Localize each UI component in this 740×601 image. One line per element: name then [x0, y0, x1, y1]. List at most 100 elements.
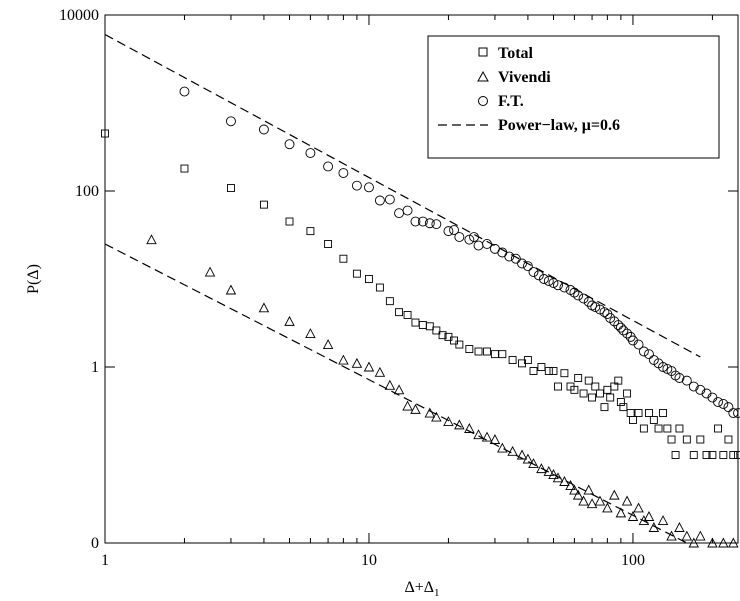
data-point-square	[588, 393, 597, 402]
x-tick-label: 100	[621, 552, 645, 569]
data-point-triangle	[565, 480, 576, 490]
data-point-triangle	[666, 530, 677, 541]
data-point-circle	[482, 239, 492, 249]
data-point-square	[714, 424, 722, 433]
data-point-triangle	[528, 458, 539, 468]
data-point-triangle	[594, 495, 606, 506]
data-point-triangle	[146, 234, 157, 245]
data-point-square	[626, 409, 635, 417]
data-point-square	[465, 345, 474, 353]
data-point-square	[654, 424, 663, 433]
data-point-circle	[644, 349, 654, 360]
data-point-square	[667, 435, 676, 444]
data-point-triangle	[225, 284, 237, 295]
data-point-square	[411, 318, 420, 327]
data-point-circle	[522, 261, 533, 272]
data-point-circle	[384, 194, 395, 205]
data-point-square	[634, 409, 643, 417]
data-point-circle	[609, 316, 620, 327]
data-point-triangle	[204, 266, 216, 277]
data-point-square	[616, 398, 625, 406]
data-point-square	[432, 326, 441, 335]
data-point-square	[418, 321, 427, 329]
data-point-circle	[618, 325, 629, 336]
data-point-square	[729, 451, 738, 459]
data-point-square	[600, 403, 609, 412]
data-point-triangle	[363, 361, 375, 372]
data-point-triangle	[586, 498, 598, 509]
data-point-square	[659, 409, 667, 417]
data-point-square	[682, 435, 691, 444]
data-point-square	[574, 374, 583, 382]
data-point-square	[549, 367, 558, 375]
data-point-circle	[723, 402, 734, 413]
data-point-square	[375, 283, 384, 292]
data-point-square	[490, 350, 499, 359]
data-point-circle	[284, 139, 295, 150]
data-point-circle	[713, 397, 723, 407]
data-point-square	[554, 382, 562, 391]
data-point-square	[285, 217, 294, 226]
data-point-square	[455, 340, 464, 349]
data-point-square	[696, 435, 705, 444]
data-point-square	[306, 227, 315, 236]
data-point-circle	[417, 216, 428, 227]
data-point-square	[508, 356, 517, 364]
data-point-circle	[578, 293, 589, 304]
data-point-square	[529, 367, 538, 375]
data-point-triangle	[258, 302, 270, 313]
series-total	[101, 129, 740, 459]
y-tick-label: 100	[75, 183, 99, 200]
data-point-circle	[718, 399, 729, 409]
data-point-triangle	[657, 515, 669, 525]
data-point-circle	[622, 328, 633, 339]
data-point-circle	[548, 278, 559, 288]
data-point-triangle	[728, 537, 739, 548]
data-point-square	[649, 416, 658, 424]
data-point-square	[724, 435, 733, 444]
data-point-circle	[695, 384, 706, 395]
legend-label-total: Total	[498, 45, 534, 62]
data-point-circle	[374, 195, 385, 206]
legend-label-power-law: Power−law, μ=0.6	[498, 117, 620, 134]
data-point-square	[614, 376, 623, 385]
data-point-triangle	[464, 423, 475, 433]
x-axis-title-main: Δ+Δ	[404, 579, 434, 596]
data-point-circle	[538, 274, 549, 284]
data-point-circle	[559, 282, 570, 293]
data-point-circle	[504, 251, 515, 262]
data-point-triangle	[552, 472, 564, 483]
data-point-square	[101, 129, 109, 138]
data-point-square	[523, 356, 532, 364]
data-point-square	[619, 403, 628, 412]
data-point-circle	[638, 346, 649, 357]
data-point-circle	[728, 408, 739, 418]
data-point-circle	[464, 234, 475, 245]
data-point-square	[719, 451, 728, 459]
data-point-triangle	[284, 315, 295, 326]
legend-marker-ft	[478, 96, 488, 106]
data-point-square	[645, 409, 653, 417]
data-point-circle	[225, 116, 236, 127]
data-point-circle	[510, 253, 521, 264]
legend: Total Vivendi F.T. Power−law, μ=0.6	[427, 35, 720, 159]
legend-marker-total	[478, 47, 488, 57]
data-point-triangle	[431, 411, 442, 422]
data-point-square	[339, 254, 348, 263]
data-point-circle	[688, 381, 699, 392]
x-tick-label: 1	[101, 552, 109, 569]
data-point-square	[702, 451, 711, 459]
y-tick-label: 1	[91, 359, 99, 376]
data-point-square	[639, 424, 648, 433]
data-point-triangle	[481, 431, 493, 442]
data-point-circle	[424, 218, 435, 229]
data-point-circle	[469, 232, 479, 242]
data-point-triangle	[633, 502, 644, 513]
data-point-circle	[553, 280, 563, 291]
data-point-square	[498, 350, 507, 359]
data-point-circle	[443, 226, 454, 237]
data-point-circle	[681, 375, 692, 386]
data-point-square	[663, 424, 672, 433]
